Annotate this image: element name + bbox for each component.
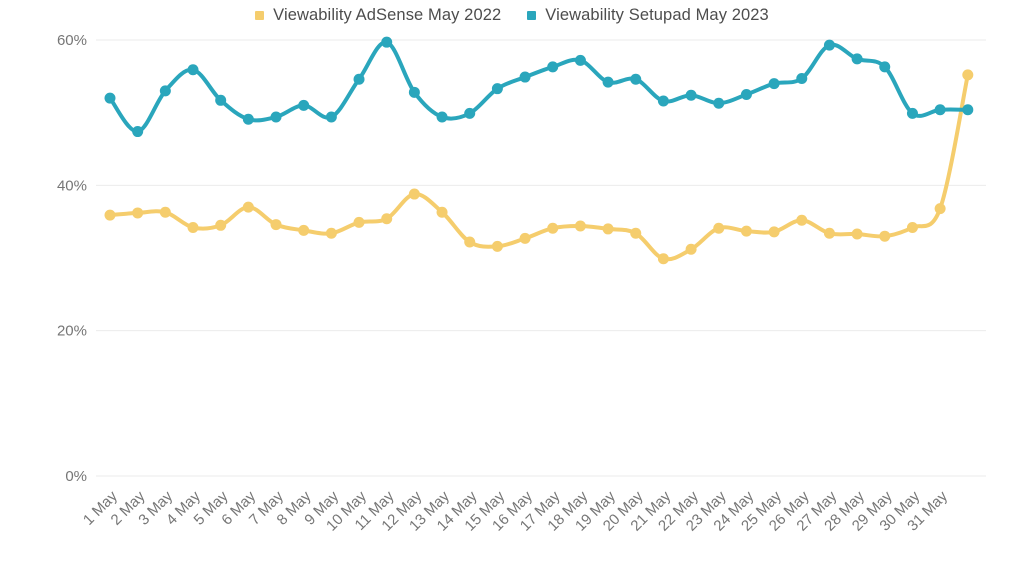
data-point-setupad-2023-9	[325, 111, 337, 123]
data-point-setupad-2023-10	[353, 73, 365, 85]
data-point-setupad-2023-27	[823, 39, 835, 51]
data-point-adsense-2022-10	[353, 216, 365, 228]
data-point-adsense-2022-11	[381, 213, 393, 225]
data-point-setupad-2023-4	[187, 64, 199, 76]
data-point-adsense-2022-5	[215, 219, 227, 231]
data-point-setupad-2023-25	[768, 78, 780, 90]
data-point-adsense-2022-22	[685, 243, 697, 255]
data-point-setupad-2023-13	[436, 111, 448, 123]
data-point-setupad-2023-6	[242, 113, 254, 125]
y-tick-label: 0%	[65, 468, 87, 485]
chart-legend: Viewability AdSense May 2022 Viewability…	[0, 6, 1024, 25]
data-point-adsense-2022-27	[823, 227, 835, 239]
data-point-adsense-2022-20	[630, 227, 642, 239]
legend-item-adsense-2022[interactable]: Viewability AdSense May 2022	[255, 6, 501, 25]
y-tick-label: 60%	[57, 32, 87, 49]
data-point-setupad-2023-28	[851, 53, 863, 65]
data-point-adsense-2022-23	[713, 222, 725, 234]
data-point-setupad-2023-29	[879, 61, 891, 73]
data-point-adsense-2022-12	[408, 188, 420, 200]
data-point-adsense-2022-2	[132, 207, 144, 219]
data-point-adsense-2022-32	[962, 69, 974, 81]
data-point-setupad-2023-15	[491, 83, 503, 95]
data-point-setupad-2023-19	[602, 76, 614, 88]
adsense-legend-swatch-icon	[255, 11, 265, 20]
data-point-adsense-2022-21	[657, 253, 669, 265]
data-point-setupad-2023-1	[104, 92, 116, 104]
data-point-setupad-2023-21	[657, 95, 669, 107]
data-point-setupad-2023-17	[547, 61, 559, 73]
data-point-setupad-2023-23	[713, 97, 725, 109]
data-point-adsense-2022-3	[159, 206, 171, 218]
data-point-setupad-2023-14	[464, 107, 476, 119]
setupad-legend-swatch-icon	[527, 11, 537, 20]
data-point-adsense-2022-29	[879, 230, 891, 242]
data-point-setupad-2023-32	[962, 104, 974, 116]
data-point-adsense-2022-24	[740, 225, 752, 237]
y-tick-label: 20%	[57, 323, 87, 340]
data-point-setupad-2023-20	[630, 73, 642, 85]
data-point-adsense-2022-16	[519, 232, 531, 244]
data-point-adsense-2022-14	[464, 236, 476, 248]
data-point-adsense-2022-1	[104, 209, 116, 221]
data-point-setupad-2023-26	[796, 73, 808, 85]
data-point-adsense-2022-15	[491, 240, 503, 252]
data-point-adsense-2022-31	[934, 203, 946, 215]
data-point-adsense-2022-25	[768, 226, 780, 238]
data-point-setupad-2023-24	[740, 88, 752, 100]
data-point-setupad-2023-16	[519, 71, 531, 83]
data-point-adsense-2022-18	[574, 220, 586, 232]
data-point-adsense-2022-4	[187, 221, 199, 233]
data-point-adsense-2022-17	[547, 222, 559, 234]
data-point-setupad-2023-22	[685, 89, 697, 101]
data-point-setupad-2023-31	[934, 104, 946, 116]
series-line-setupad-2023	[108, 40, 970, 134]
data-point-adsense-2022-19	[602, 223, 614, 235]
data-point-setupad-2023-3	[159, 85, 171, 97]
data-point-setupad-2023-12	[408, 86, 420, 98]
data-point-adsense-2022-7	[270, 219, 282, 231]
data-point-adsense-2022-28	[851, 228, 863, 240]
y-tick-label: 40%	[57, 177, 87, 194]
data-point-setupad-2023-11	[381, 36, 393, 48]
data-point-setupad-2023-2	[132, 126, 144, 138]
data-point-setupad-2023-18	[574, 54, 586, 66]
data-point-adsense-2022-8	[298, 224, 310, 236]
series-line-adsense-2022	[108, 72, 970, 262]
data-point-adsense-2022-26	[796, 214, 808, 226]
data-point-setupad-2023-7	[270, 111, 282, 123]
data-point-adsense-2022-30	[906, 221, 918, 233]
legend-item-setupad-2023[interactable]: Viewability Setupad May 2023	[527, 6, 769, 25]
data-point-setupad-2023-8	[298, 99, 310, 111]
adsense-legend-label: Viewability AdSense May 2022	[273, 6, 502, 24]
setupad-legend-label: Viewability Setupad May 2023	[545, 6, 769, 24]
data-point-setupad-2023-5	[215, 94, 227, 106]
data-point-adsense-2022-13	[436, 206, 448, 218]
data-point-setupad-2023-30	[906, 107, 918, 119]
data-point-adsense-2022-9	[325, 227, 337, 239]
data-point-adsense-2022-6	[242, 201, 254, 213]
